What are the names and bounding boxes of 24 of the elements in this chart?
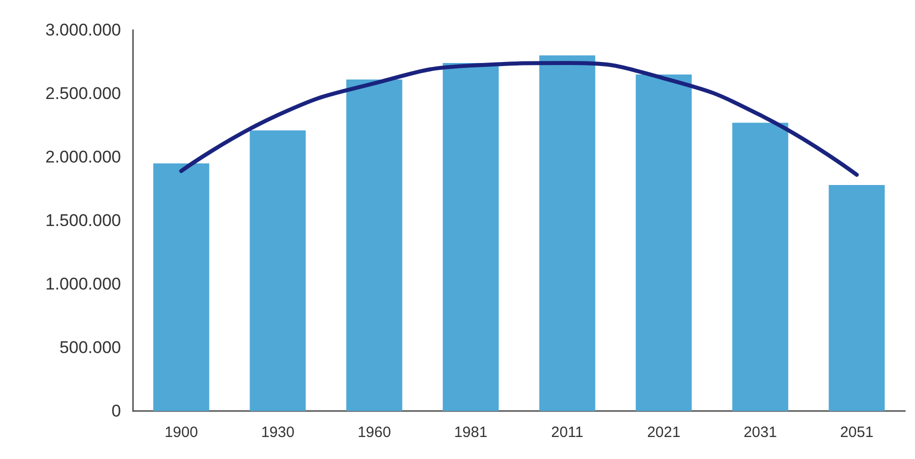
x-tick-label: 1900	[164, 424, 198, 441]
x-tick-label: 1930	[261, 424, 294, 441]
y-tick-label: 1.500.000	[45, 211, 121, 230]
x-tick-label: 2031	[744, 424, 777, 441]
bar	[828, 184, 885, 411]
y-tick-label: 0	[112, 402, 121, 420]
x-tick-label: 2021	[647, 424, 680, 441]
bar	[442, 63, 499, 411]
bar	[732, 122, 788, 411]
bar	[346, 80, 402, 411]
x-tick-label: 2011	[551, 424, 584, 441]
bar	[153, 163, 210, 411]
y-tick-label: 2.500.000	[45, 84, 121, 103]
x-tick-label: 1981	[454, 424, 488, 441]
y-tick-label: 3.000.000	[45, 20, 121, 40]
bar	[539, 55, 596, 411]
line-series	[179, 61, 859, 177]
bar	[636, 74, 692, 411]
y-tick-label: 500.000	[60, 338, 121, 357]
y-tick-label: 1.000.000	[45, 274, 121, 294]
x-tick-label: 2051	[840, 424, 874, 441]
y-tick-label: 2.000.000	[45, 148, 121, 166]
x-tick-label: 1960	[358, 424, 391, 441]
bar	[250, 130, 306, 411]
